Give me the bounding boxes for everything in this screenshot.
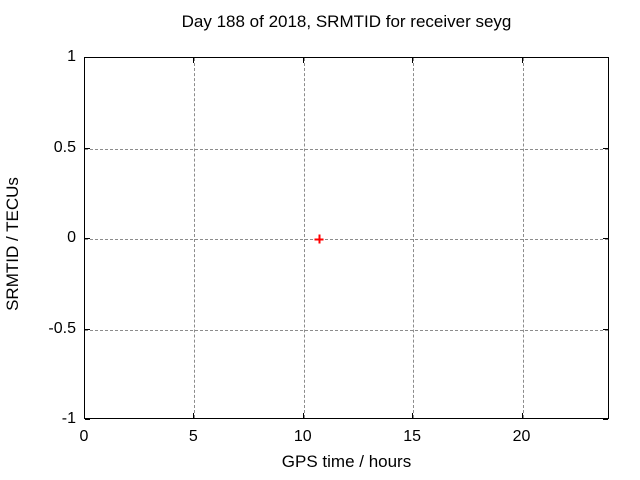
y-tick-mark (603, 328, 608, 330)
x-tick-mark (412, 58, 414, 63)
gridline-vertical (413, 58, 415, 418)
y-tick-mark (85, 419, 90, 420)
x-tick-mark (521, 58, 523, 63)
chart-title: Day 188 of 2018, SRMTID for receiver sey… (181, 12, 512, 31)
x-tick-mark (193, 413, 195, 418)
x-axis-label: GPS time / hours (281, 452, 412, 471)
x-tick-mark (302, 413, 304, 418)
x-tick-label: 0 (79, 428, 89, 445)
y-tick-mark (603, 147, 608, 149)
x-tick-label: 15 (403, 428, 422, 445)
y-tick-label: -1 (61, 410, 76, 427)
y-tick-mark (85, 328, 90, 330)
x-tick-mark (193, 58, 195, 63)
y-tick-label: 0.5 (53, 138, 76, 156)
gridline-vertical (194, 58, 196, 418)
x-tick-mark (302, 58, 304, 63)
y-tick-mark (603, 419, 608, 420)
y-tick-mark (603, 238, 608, 239)
y-tick-mark (603, 57, 608, 58)
y-tick-mark (85, 238, 90, 239)
y-tick-label: 1 (67, 48, 76, 65)
gridline-horizontal (85, 239, 608, 240)
x-tick-label: 5 (188, 428, 198, 445)
gridline-horizontal (85, 148, 608, 150)
y-tick-label: -0.5 (48, 319, 76, 337)
gridline-horizontal (85, 329, 608, 331)
x-tick-mark (412, 413, 414, 418)
x-tick-label: 20 (512, 428, 531, 445)
gridline-vertical (303, 58, 305, 418)
x-tick-label: 10 (293, 428, 312, 445)
data-point-marker (314, 234, 324, 244)
gridline-vertical (522, 58, 524, 418)
x-tick-mark (521, 413, 523, 418)
x-tick-mark (84, 413, 85, 418)
y-tick-mark (85, 57, 90, 58)
x-tick-mark (84, 58, 85, 63)
y-tick-mark (85, 147, 90, 149)
y-tick-label: 0 (67, 229, 76, 246)
plot-area (84, 57, 609, 420)
